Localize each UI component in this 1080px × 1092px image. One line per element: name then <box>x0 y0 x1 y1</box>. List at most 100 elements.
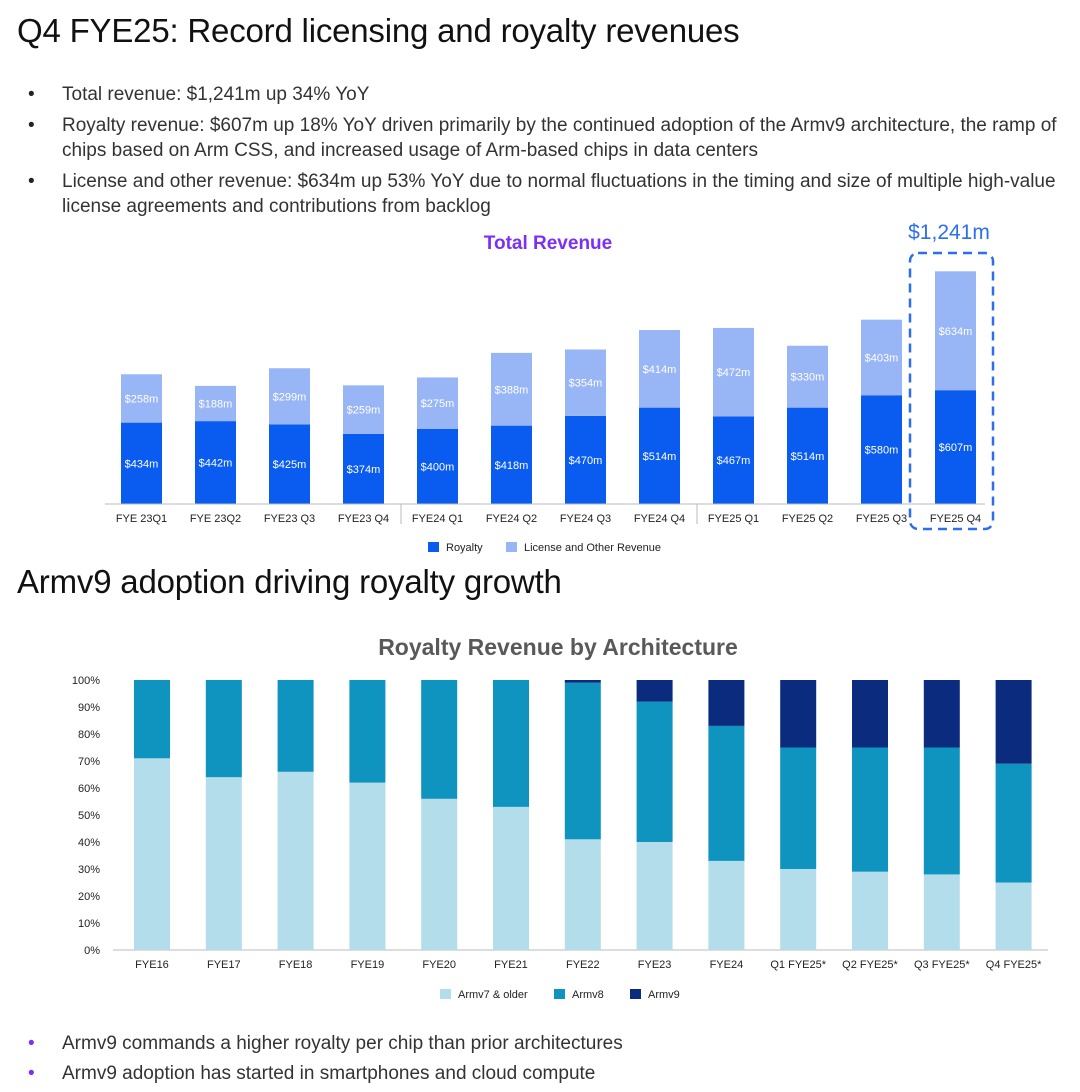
license-bar <box>861 319 902 396</box>
armv7-segment <box>134 758 170 950</box>
revenue-category-label: FYE25 Q1 <box>708 513 759 525</box>
license-value-label: $354m <box>569 378 603 390</box>
bullet-royalty-revenue: Royalty revenue: $607m up 18% YoY driven… <box>28 113 1073 163</box>
armv7-segment <box>277 771 314 950</box>
armv8-segment <box>780 747 817 869</box>
armv9-segment <box>995 680 1032 764</box>
armv9-segment <box>923 680 960 748</box>
total-revenue-chart: Total Revenue $1,241m $434m $258m FYE 23Q1… <box>105 221 995 554</box>
royalty-bar <box>565 415 606 504</box>
percent-tick-label: 70% <box>78 756 100 768</box>
royalty-value-label: $418m <box>495 460 529 472</box>
royalty-bar <box>269 424 310 504</box>
armv7-segment <box>205 777 242 950</box>
royalty-bar <box>491 425 532 504</box>
royalty-value-label: $580m <box>865 445 899 457</box>
armv8-segment <box>852 747 888 872</box>
revenue-category-label: FYE25 Q3 <box>856 513 907 525</box>
license-value-label: $634m <box>939 326 973 338</box>
royalty-value-label: $470m <box>569 455 603 467</box>
license-value-label: $330m <box>791 372 825 384</box>
armv8-segment <box>636 701 673 842</box>
royalty-value-label: $514m <box>643 451 677 463</box>
license-value-label: $299m <box>273 391 307 403</box>
license-bar <box>269 368 310 425</box>
architecture-category-label: FYE23 <box>638 959 672 971</box>
highlight-box <box>908 251 995 531</box>
armv8-segment <box>493 680 529 807</box>
royalty-bar <box>713 416 754 504</box>
architecture-category-label: Q4 FYE25* <box>986 959 1042 971</box>
license-bar <box>491 352 532 426</box>
armv7-segment <box>780 869 817 950</box>
bullet-armv9-adoption: Armv9 adoption has started in smartphone… <box>28 1061 623 1086</box>
legend-armv7-label: Armv7 & older <box>458 989 528 1001</box>
legend-label-license: License and Other Revenue <box>524 542 661 554</box>
license-value-label: $403m <box>865 352 899 364</box>
architecture-category-label: FYE18 <box>279 959 313 971</box>
royalty-bar <box>121 422 162 504</box>
percent-tick-label: 40% <box>78 837 100 849</box>
legend-armv8-label: Armv8 <box>572 989 604 1001</box>
revenue-category-label: FYE23 Q3 <box>264 513 315 525</box>
armv7-segment <box>923 874 960 950</box>
armv7-segment <box>421 798 458 950</box>
royalty-bar <box>935 390 976 504</box>
total-revenue-chart-title: Total Revenue <box>484 233 612 254</box>
armv9-segment <box>708 680 745 726</box>
royalty-value-label: $442m <box>199 458 233 470</box>
percent-tick-label: 20% <box>78 891 100 903</box>
percent-tick-label: 0% <box>84 945 100 957</box>
royalty-bar <box>343 433 384 504</box>
license-value-label: $258m <box>125 393 159 405</box>
revenue-category-label: FYE25 Q4 <box>930 513 981 525</box>
legend-armv7-swatch <box>440 989 451 999</box>
license-bar <box>787 345 828 408</box>
bullet-license-revenue: License and other revenue: $634m up 53% … <box>28 169 1073 219</box>
armv9-segment <box>636 680 673 702</box>
royalty-value-label: $514m <box>791 451 825 463</box>
royalty-value-label: $425m <box>273 459 307 471</box>
armv8-segment <box>349 680 386 783</box>
armv9-segment <box>780 680 817 748</box>
revenue-bullets: Total revenue: $1,241m up 34% YoY Royalt… <box>28 82 1073 225</box>
revenue-category-label: FYE24 Q2 <box>486 513 537 525</box>
license-bar <box>713 327 754 417</box>
legend-swatch-royalty <box>428 542 439 552</box>
license-bar <box>935 271 976 391</box>
royalty-value-label: $434m <box>125 458 159 470</box>
architecture-category-label: FYE20 <box>422 959 456 971</box>
revenue-category-label: FYE24 Q4 <box>634 513 685 525</box>
license-value-label: $188m <box>199 399 233 411</box>
license-value-label: $388m <box>495 384 529 396</box>
royalty-bar <box>861 395 902 504</box>
revenue-category-label: FYE25 Q2 <box>782 513 833 525</box>
royalty-bar <box>787 407 828 504</box>
license-bar <box>639 330 680 408</box>
armv8-segment <box>708 725 745 861</box>
armv7-segment <box>852 871 888 950</box>
percent-tick-label: 90% <box>78 702 100 714</box>
revenue-category-label: FYE24 Q3 <box>560 513 611 525</box>
architecture-category-label: Q3 FYE25* <box>914 959 970 971</box>
revenue-category-label: FYE24 Q1 <box>412 513 463 525</box>
architecture-category-label: FYE16 <box>135 959 169 971</box>
architecture-category-label: Q1 FYE25* <box>770 959 826 971</box>
license-bar <box>343 385 384 434</box>
total-revenue-annotation: $1,241m <box>908 221 990 244</box>
royalty-bar <box>639 407 680 504</box>
armv7-segment <box>493 806 529 950</box>
license-value-label: $414m <box>643 364 677 376</box>
revenue-category-label: FYE23 Q4 <box>338 513 389 525</box>
architecture-category-label: FYE24 <box>710 959 744 971</box>
license-value-label: $259m <box>347 405 381 417</box>
armv8-segment <box>277 680 314 772</box>
royalty-bar <box>195 421 236 504</box>
armv8-segment <box>205 680 242 778</box>
royalty-architecture-chart: Royalty Revenue by Architecture 0% 10% 20%… <box>72 634 1048 1001</box>
royalty-value-label: $467m <box>717 455 751 467</box>
license-value-label: $275m <box>421 398 455 410</box>
architecture-category-label: Q2 FYE25* <box>842 959 898 971</box>
royalty-value-label: $607m <box>939 442 973 454</box>
legend-armv9-label: Armv9 <box>648 989 680 1001</box>
